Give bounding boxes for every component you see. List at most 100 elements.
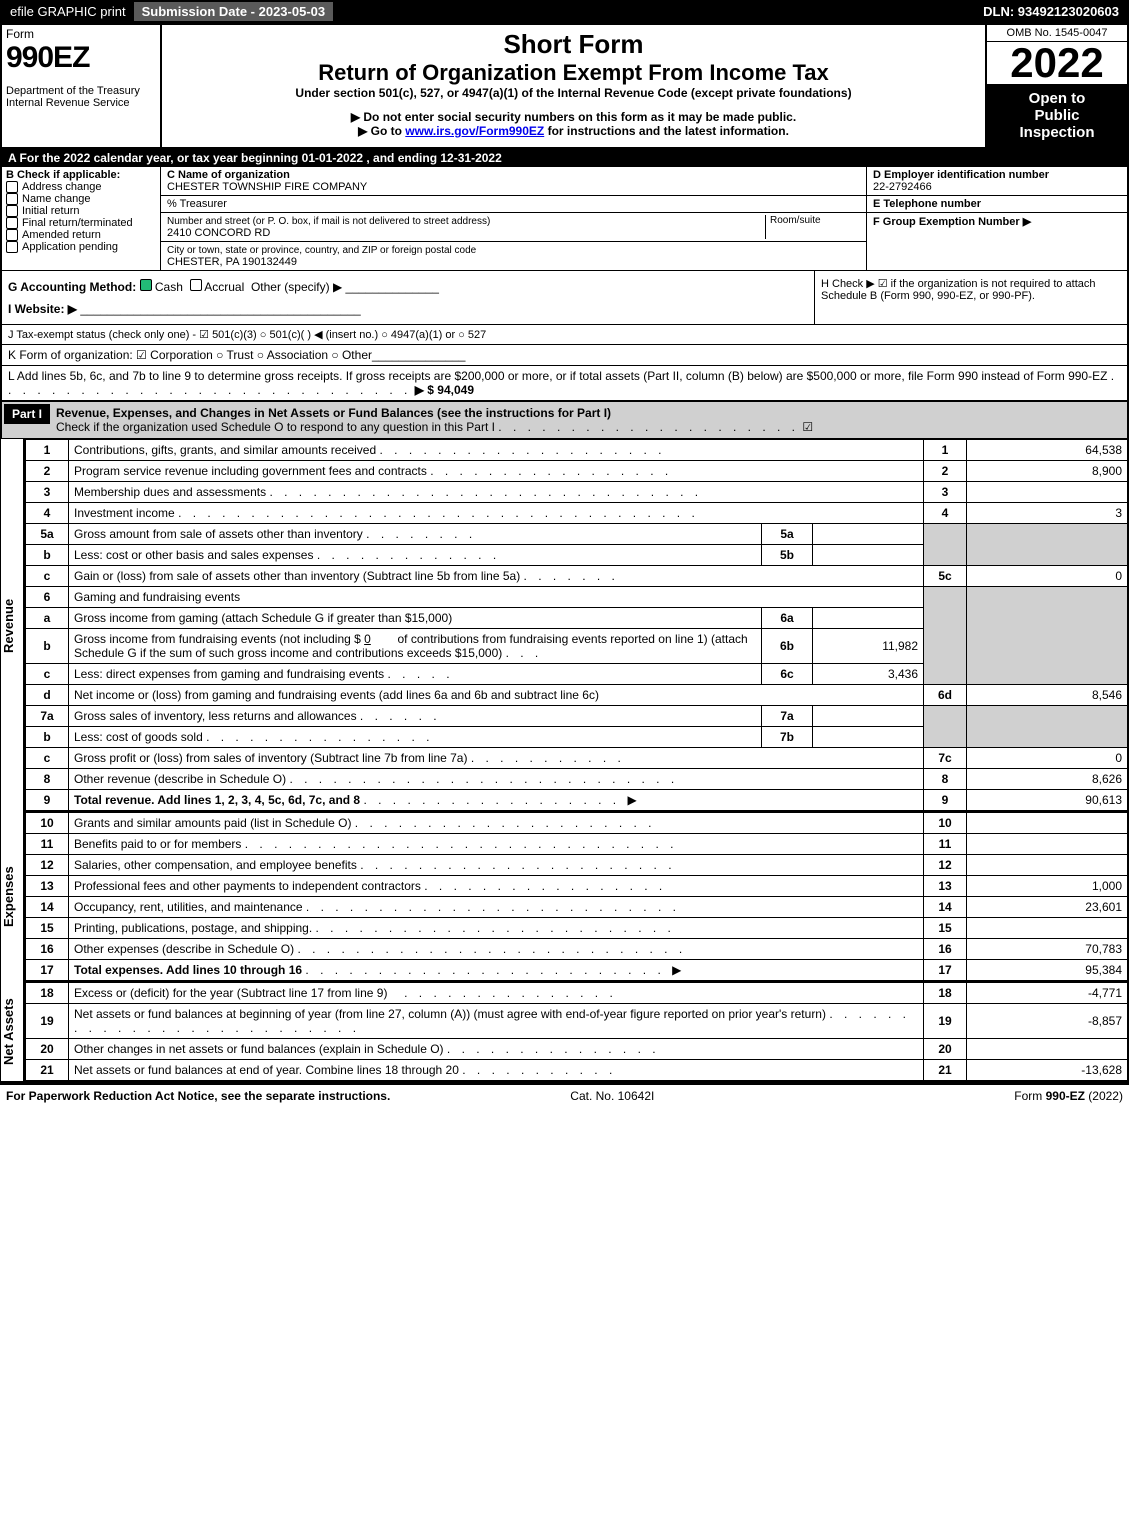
city-label: City or town, state or province, country…	[167, 245, 476, 256]
part1-check: ☑	[802, 420, 813, 434]
check-initial-return[interactable]: Initial return	[6, 205, 156, 217]
netassets-section: Net Assets 18Excess or (deficit) for the…	[0, 982, 1129, 1083]
netassets-table: 18Excess or (deficit) for the year (Subt…	[25, 982, 1129, 1081]
section-c: C Name of organizationCHESTER TOWNSHIP F…	[161, 167, 866, 270]
section-def: D Employer identification number22-27924…	[866, 167, 1127, 270]
line-19: 19Net assets or fund balances at beginni…	[26, 1004, 1129, 1039]
line-21: 21Net assets or fund balances at end of …	[26, 1060, 1129, 1081]
check-amended-return[interactable]: Amended return	[6, 229, 156, 241]
section-a: A For the 2022 calendar year, or tax yea…	[0, 149, 1129, 167]
line-11: 11Benefits paid to or for members . . . …	[26, 834, 1129, 855]
footer-right: Form 990-EZ (2022)	[1014, 1089, 1123, 1103]
ein-value: 22-2792466	[873, 181, 932, 193]
form-title-center: Short Form Return of Organization Exempt…	[162, 25, 985, 147]
section-i: I Website: ▶	[8, 302, 77, 316]
checkbox-icon	[6, 229, 18, 241]
section-b: B Check if applicable: Address change Na…	[2, 167, 161, 270]
line-5c: cGain or (loss) from sale of assets othe…	[26, 566, 1129, 587]
check-name-change[interactable]: Name change	[6, 193, 156, 205]
gh-row: G Accounting Method: Cash Accrual Other …	[0, 271, 1129, 325]
goto-pre: ▶ Go to	[358, 124, 405, 138]
line-3: 3Membership dues and assessments . . . .…	[26, 482, 1129, 503]
line-7a: 7aGross sales of inventory, less returns…	[26, 706, 1129, 727]
check-application-pending[interactable]: Application pending	[6, 241, 156, 253]
short-form-title: Short Form	[166, 29, 981, 60]
expenses-table: 10Grants and similar amounts paid (list …	[25, 812, 1129, 982]
line-10: 10Grants and similar amounts paid (list …	[26, 813, 1129, 834]
return-title: Return of Organization Exempt From Incom…	[166, 60, 981, 86]
pct-treasurer: % Treasurer	[161, 196, 866, 213]
line-6: 6Gaming and fundraising events	[26, 587, 1129, 608]
line-1: 1Contributions, gifts, grants, and simil…	[26, 440, 1129, 461]
section-g: G Accounting Method: Cash Accrual Other …	[2, 271, 814, 324]
submission-date: Submission Date - 2023-05-03	[134, 2, 334, 21]
bcd-block: B Check if applicable: Address change Na…	[0, 167, 1129, 271]
irs-label: Internal Revenue Service	[6, 97, 156, 109]
line-6d: dNet income or (loss) from gaming and fu…	[26, 685, 1129, 706]
efile-print-link[interactable]: efile GRAPHIC print	[2, 2, 134, 21]
check-address-change[interactable]: Address change	[6, 181, 156, 193]
part1-sub: Check if the organization used Schedule …	[56, 420, 495, 434]
netassets-side-label: Net Assets	[0, 982, 25, 1081]
line-13: 13Professional fees and other payments t…	[26, 876, 1129, 897]
part1-title: Revenue, Expenses, and Changes in Net As…	[56, 406, 611, 420]
dln: DLN: 93492123020603	[975, 2, 1127, 21]
g-label: G Accounting Method:	[8, 280, 136, 294]
checkbox-checked-icon	[140, 279, 152, 291]
line-16: 16Other expenses (describe in Schedule O…	[26, 939, 1129, 960]
footer-mid: Cat. No. 10642I	[570, 1089, 654, 1103]
checkbox-icon	[190, 279, 202, 291]
insp-1: Open to	[989, 90, 1125, 107]
treasury-dept: Department of the Treasury	[6, 85, 156, 97]
g-cash: Cash	[155, 280, 183, 294]
line-8: 8Other revenue (describe in Schedule O) …	[26, 769, 1129, 790]
street-label: Number and street (or P. O. box, if mail…	[167, 216, 490, 227]
check-final-return[interactable]: Final return/terminated	[6, 217, 156, 229]
expenses-section: Expenses 10Grants and similar amounts pa…	[0, 812, 1129, 982]
part1-title-wrap: Revenue, Expenses, and Changes in Net As…	[50, 404, 1125, 436]
part1-header: Part I Revenue, Expenses, and Changes in…	[0, 402, 1129, 439]
revenue-table: 1Contributions, gifts, grants, and simil…	[25, 439, 1129, 812]
line-7c: cGross profit or (loss) from sales of in…	[26, 748, 1129, 769]
street-value: 2410 CONCORD RD	[167, 227, 270, 239]
insp-2: Public	[989, 107, 1125, 124]
tel-label: E Telephone number	[873, 198, 981, 210]
line-2: 2Program service revenue including gover…	[26, 461, 1129, 482]
line-18: 18Excess or (deficit) for the year (Subt…	[26, 983, 1129, 1004]
c-label: C Name of organization	[167, 169, 290, 181]
city-value: CHESTER, PA 190132449	[167, 256, 297, 268]
line-5a: 5aGross amount from sale of assets other…	[26, 524, 1129, 545]
line-12: 12Salaries, other compensation, and empl…	[26, 855, 1129, 876]
line-17: 17Total expenses. Add lines 10 through 1…	[26, 960, 1129, 982]
line-14: 14Occupancy, rent, utilities, and mainte…	[26, 897, 1129, 918]
checkbox-icon	[6, 193, 18, 205]
g-accrual: Accrual	[204, 280, 244, 294]
section-k: K Form of organization: ☑ Corporation ○ …	[0, 345, 1129, 366]
revenue-side-label: Revenue	[0, 439, 25, 812]
form-word: Form	[6, 27, 156, 41]
room-label: Room/suite	[765, 215, 860, 239]
expenses-side-label: Expenses	[0, 812, 25, 982]
checkbox-icon	[6, 181, 18, 193]
form-number: 990EZ	[6, 41, 156, 75]
section-subtitle: Under section 501(c), 527, or 4947(a)(1)…	[166, 86, 981, 100]
goto-post: for instructions and the latest informat…	[544, 124, 789, 138]
line-15: 15Printing, publications, postage, and s…	[26, 918, 1129, 939]
org-name: CHESTER TOWNSHIP FIRE COMPANY	[167, 181, 367, 193]
insp-3: Inspection	[989, 124, 1125, 141]
tax-year: 2022	[987, 42, 1127, 84]
line-20: 20Other changes in net assets or fund ba…	[26, 1039, 1129, 1060]
checkbox-icon	[6, 241, 18, 253]
line-4: 4Investment income . . . . . . . . . . .…	[26, 503, 1129, 524]
inspection-badge: Open to Public Inspection	[987, 84, 1127, 147]
year-cell: OMB No. 1545-0047 2022 Open to Public In…	[985, 25, 1127, 147]
checkbox-icon	[6, 217, 18, 229]
g-other: Other (specify) ▶	[251, 280, 342, 294]
goto-line: ▶ Go to www.irs.gov/Form990EZ for instru…	[166, 124, 981, 138]
section-j: J Tax-exempt status (check only one) - ☑…	[0, 325, 1129, 345]
l-text: L Add lines 5b, 6c, and 7b to line 9 to …	[8, 369, 1107, 383]
irs-link[interactable]: www.irs.gov/Form990EZ	[405, 124, 544, 138]
l-amount: ▶ $ 94,049	[415, 383, 474, 397]
section-l: L Add lines 5b, 6c, and 7b to line 9 to …	[0, 366, 1129, 402]
footer-left: For Paperwork Reduction Act Notice, see …	[6, 1089, 390, 1103]
